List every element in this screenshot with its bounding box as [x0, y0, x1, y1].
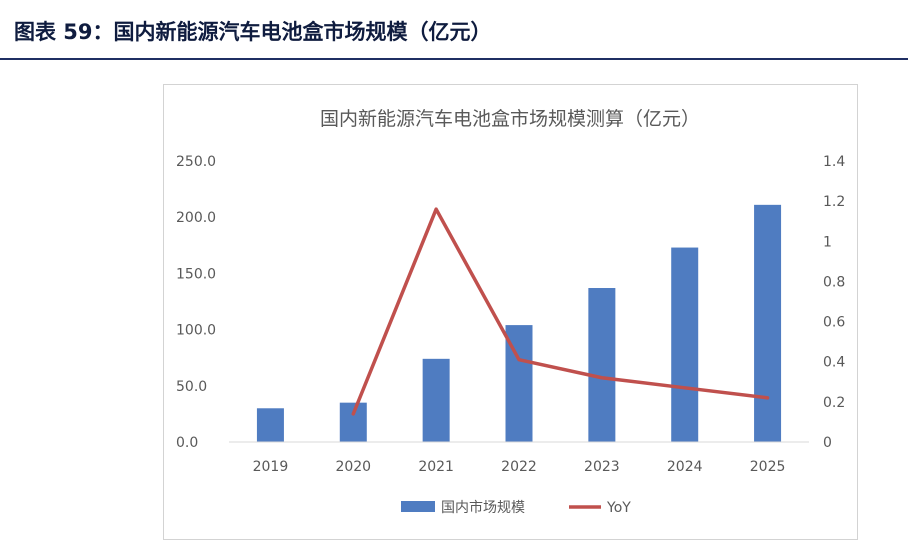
chart: 国内新能源汽车电池盒市场规模测算（亿元） 2019 2020 2021 2022 202… — [176, 108, 845, 516]
x-tick-label: 2025 — [750, 459, 786, 475]
right-tick-label: 1.4 — [823, 154, 845, 170]
left-tick-label: 150.0 — [176, 266, 216, 282]
bar-series — [256, 204, 782, 442]
x-tick-label: 2024 — [667, 459, 703, 475]
x-tick-label: 2023 — [584, 459, 620, 475]
right-tick-label: 0.8 — [823, 274, 845, 290]
left-tick-label: 50.0 — [176, 379, 207, 395]
bar-2025 — [754, 204, 782, 442]
left-tick-label: 0.0 — [176, 435, 198, 451]
right-tick-label: 0 — [823, 435, 832, 451]
x-tick-label: 2021 — [418, 459, 454, 475]
bar-2020 — [339, 402, 367, 442]
left-axis-tick-labels: 0.0 50.0 100.0 150.0 200.0 250.0 — [176, 154, 216, 451]
chart-title: 国内新能源汽车电池盒市场规模测算（亿元） — [320, 108, 700, 130]
bar-2021 — [422, 358, 450, 442]
chart-frame: 国内新能源汽车电池盒市场规模测算（亿元） 2019 2020 2021 2022 202… — [163, 84, 858, 540]
left-tick-label: 200.0 — [176, 210, 216, 226]
yoy-line — [351, 207, 770, 416]
right-tick-label: 1 — [823, 234, 832, 250]
x-tick-labels: 2019 2020 2021 2022 2023 2024 2025 — [253, 459, 786, 475]
right-tick-label: 0.4 — [823, 355, 845, 371]
legend-label-bar: 国内市场规模 — [441, 499, 525, 516]
right-axis-tick-labels: 0 0.2 0.4 0.6 0.8 1 1.2 1.4 — [823, 154, 845, 451]
x-tick-label: 2022 — [501, 459, 537, 475]
left-tick-label: 100.0 — [176, 323, 216, 339]
x-tick-label: 2020 — [335, 459, 371, 475]
figure-caption: 图表 59：国内新能源汽车电池盒市场规模（亿元） — [14, 20, 492, 44]
legend-swatch-bar — [401, 501, 435, 512]
x-tick-label: 2019 — [253, 459, 289, 475]
left-tick-label: 250.0 — [176, 154, 216, 170]
bar-2023 — [588, 288, 616, 442]
right-tick-label: 1.2 — [823, 194, 845, 210]
right-tick-label: 0.2 — [823, 395, 845, 411]
bar-2019 — [256, 408, 284, 442]
bar-2024 — [671, 247, 699, 442]
legend: 国内市场规模 YoY — [401, 499, 631, 516]
right-tick-label: 0.6 — [823, 315, 845, 331]
line-series — [351, 207, 770, 416]
legend-label-line: YoY — [606, 500, 631, 516]
caption-divider — [0, 58, 908, 60]
